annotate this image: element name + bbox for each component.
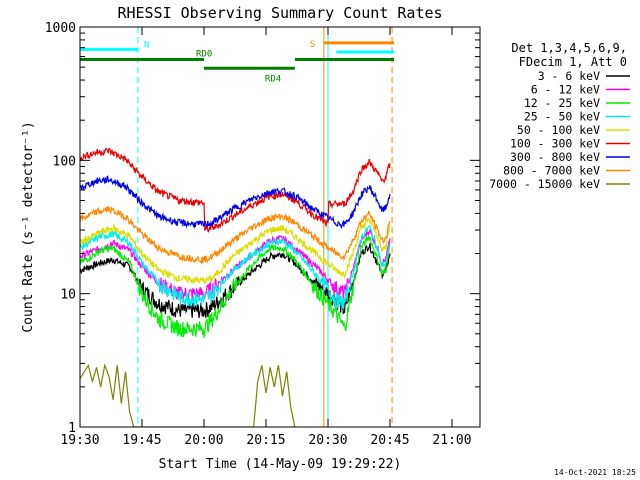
legend-header-1: Det 1,3,4,5,6,9, [511, 41, 627, 55]
series-line-7 [80, 206, 391, 265]
legend: Det 1,3,4,5,6,9, FDecim 1, Att 0 3 - 6 k… [489, 41, 630, 191]
x-tick-label-2: 20:00 [184, 433, 223, 448]
flag-label-RD4: RD4 [265, 74, 281, 84]
legend-label-7: 800 - 7000 keV [503, 164, 600, 178]
x-tick-label-1: 19:45 [122, 433, 161, 448]
series-line-5 [80, 147, 391, 233]
chart-title: RHESSI Observing Summary Count Rates [117, 4, 442, 22]
flag-label-S: S [310, 40, 315, 50]
flag-label-N: N [144, 40, 149, 50]
series-line-8 [80, 363, 296, 427]
plot-marks: N S RD0 RD4 [80, 27, 395, 427]
x-axis-label: Start Time (14-May-09 19:29:22) [159, 457, 402, 472]
footer-date: 14-Oct-2021 18:25 [554, 468, 636, 477]
x-tick-label-5: 20:45 [370, 433, 409, 448]
legend-label-3: 25 - 50 keV [524, 110, 600, 124]
legend-label-2: 12 - 25 keV [524, 96, 600, 110]
y-tick-label-1: 10 [60, 288, 76, 303]
x-tick-label-3: 20:15 [246, 433, 285, 448]
legend-label-8: 7000 - 15000 keV [489, 177, 600, 191]
legend-label-1: 6 - 12 keV [531, 83, 600, 97]
legend-label-4: 50 - 100 keV [517, 123, 600, 137]
x-axis-ticks: 19:30 19:45 20:00 20:15 20:30 20:45 21:00 [60, 27, 472, 448]
legend-label-0: 3 - 6 keV [538, 69, 600, 83]
y-tick-label-2: 100 [53, 154, 76, 169]
series-line-2 [80, 236, 391, 339]
series-line-6 [80, 175, 391, 230]
y-axis-label: Count Rate (s⁻¹ detector⁻¹) [21, 121, 36, 332]
plot-frame [79, 26, 481, 428]
series-line-4 [80, 217, 391, 285]
flag-label-RD0: RD0 [196, 50, 212, 60]
y-axis-ticks: 1 10 100 1000 [45, 21, 480, 436]
legend-label-6: 300 - 800 keV [510, 150, 600, 164]
series-line-3 [80, 225, 391, 310]
y-tick-label-3: 1000 [45, 21, 76, 36]
y-tick-label-0: 1 [68, 421, 76, 436]
x-tick-label-0: 19:30 [60, 433, 99, 448]
x-tick-label-6: 21:00 [432, 433, 471, 448]
x-tick-label-4: 20:30 [308, 433, 347, 448]
legend-label-5: 100 - 300 keV [510, 137, 600, 151]
legend-header-2: FDecim 1, Att 0 [519, 55, 627, 69]
